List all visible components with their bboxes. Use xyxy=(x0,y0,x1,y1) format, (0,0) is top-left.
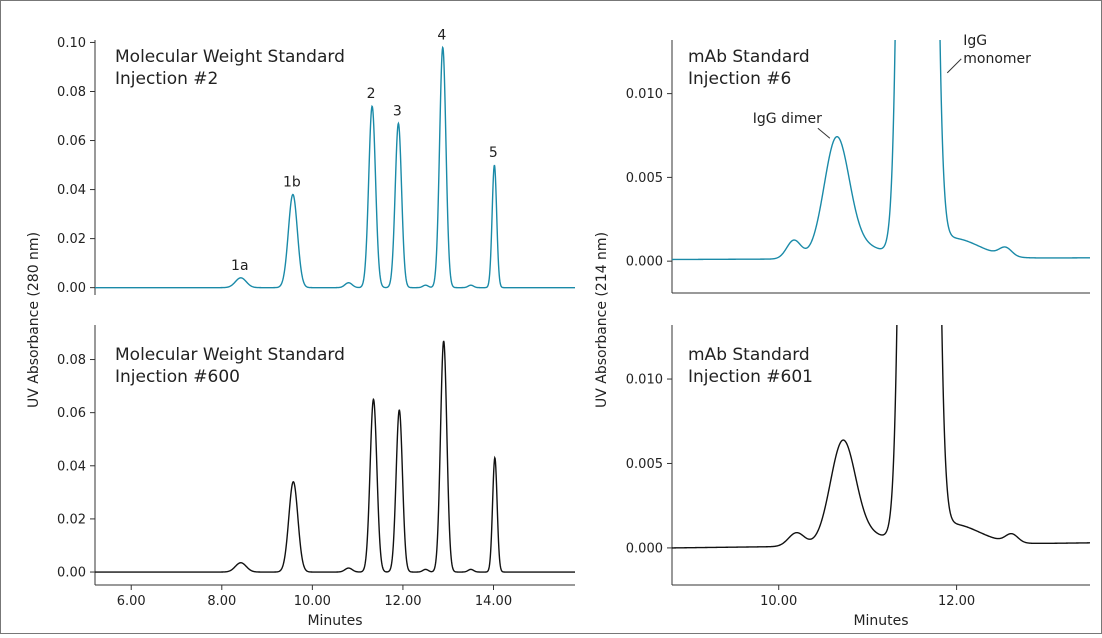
peak-label: 1a xyxy=(231,258,249,274)
chromatogram-trace xyxy=(672,325,1090,549)
peak-label: 5 xyxy=(489,145,498,161)
y-tick-label: 0.010 xyxy=(626,87,663,102)
panel-mw-standard-injection-600: 0.00 0.02 0.04 0.06 0.08 6.00 8.00 10.00 12.00 14… xyxy=(57,325,575,629)
y-tick-label: 0.010 xyxy=(626,373,663,388)
y-tick-label: 0.06 xyxy=(57,134,86,149)
x-axis-title: Minutes xyxy=(853,613,908,629)
y-tick-label: 0.00 xyxy=(57,281,86,296)
y-tick-label: 0.08 xyxy=(57,85,86,100)
panel-title-line-2: Injection #600 xyxy=(115,367,240,387)
annotation-igg-monomer-line-1: IgG xyxy=(963,33,987,49)
panel-mab-standard-injection-601: 0.000 0.005 0.010 10.00 12.00 Minutes mAb Stan… xyxy=(626,325,1090,629)
panel-title-line-1: Molecular Weight Standard xyxy=(115,345,345,365)
peak-label: 1b xyxy=(283,174,301,190)
panel-title-line-1: mAb Standard xyxy=(688,47,810,67)
y-tick-label: 0.02 xyxy=(57,232,86,247)
chromatogram-trace xyxy=(95,45,575,289)
chromatogram-trace xyxy=(95,340,575,573)
left-y-axis-title: UV Absorbance (280 nm) xyxy=(26,232,42,408)
y-tick-label: 0.04 xyxy=(57,459,86,474)
y-tick-label: 0.005 xyxy=(626,171,663,186)
y-tick-label: 0.000 xyxy=(626,541,663,556)
x-tick-label: 10.00 xyxy=(760,594,797,609)
peak-label: 2 xyxy=(367,86,376,102)
annotation-leader-line xyxy=(817,127,831,139)
annotation-leader-line xyxy=(946,58,962,74)
y-tick-label: 0.000 xyxy=(626,255,663,270)
annotation-igg-dimer: IgG dimer xyxy=(753,111,822,127)
x-tick-label: 6.00 xyxy=(117,594,146,609)
y-tick-label: 0.02 xyxy=(57,512,86,527)
y-tick-label: 0.08 xyxy=(57,353,86,368)
panel-title-line-1: Molecular Weight Standard xyxy=(115,47,345,67)
panel-title-line-2: Injection #6 xyxy=(688,69,791,89)
x-tick-label: 8.00 xyxy=(207,594,236,609)
annotation-igg-monomer-line-2: monomer xyxy=(963,51,1031,67)
y-tick-label: 0.10 xyxy=(57,36,86,51)
panel-title-line-1: mAb Standard xyxy=(688,345,810,365)
panel-title-line-2: Injection #601 xyxy=(688,367,813,387)
x-axis-title: Minutes xyxy=(307,613,362,629)
chromatogram-trace xyxy=(672,40,1090,261)
y-tick-label: 0.06 xyxy=(57,406,86,421)
y-tick-label: 0.04 xyxy=(57,183,86,198)
x-tick-label: 10.00 xyxy=(294,594,331,609)
x-tick-label: 12.00 xyxy=(384,594,421,609)
x-tick-label: 14.00 xyxy=(475,594,512,609)
peak-label: 3 xyxy=(393,103,402,119)
right-y-axis-title: UV Absorbance (214 nm) xyxy=(594,232,610,408)
panel-mw-standard-injection-2: 0.00 0.02 0.04 0.06 0.08 0.10 Molecular Weight… xyxy=(57,27,575,296)
x-tick-label: 12.00 xyxy=(938,594,975,609)
peak-label: 4 xyxy=(437,27,446,43)
panel-title-line-2: Injection #2 xyxy=(115,69,218,89)
y-tick-label: 0.00 xyxy=(57,566,86,581)
y-tick-label: 0.005 xyxy=(626,457,663,472)
